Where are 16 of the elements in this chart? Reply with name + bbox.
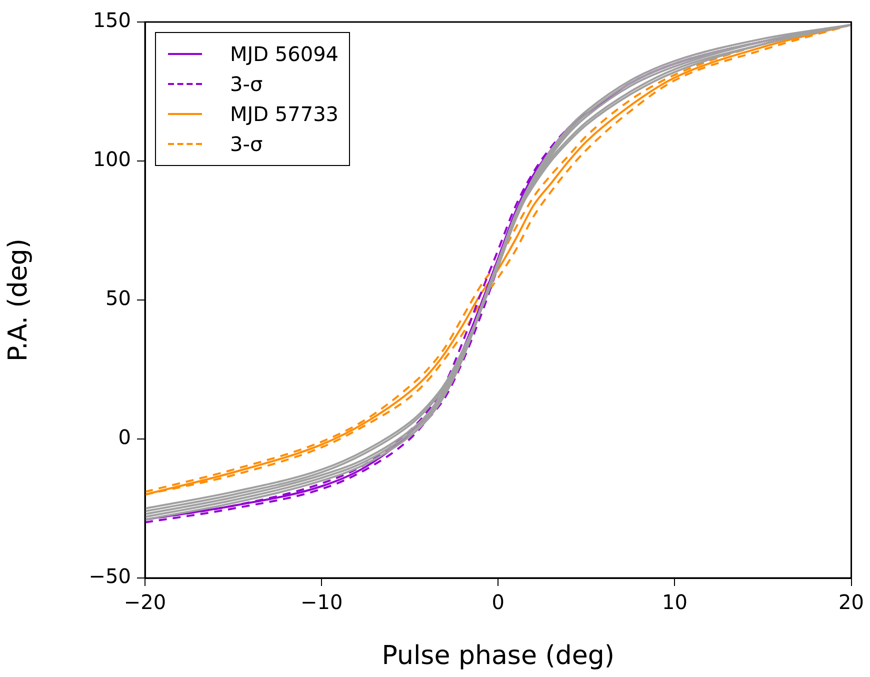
legend-label: 3-σ bbox=[230, 72, 263, 96]
x-axis-title: Pulse phase (deg) bbox=[382, 641, 615, 672]
x-tick-label: −10 bbox=[300, 590, 343, 614]
x-tick-label: 20 bbox=[838, 590, 864, 614]
y-tick-label: 50 bbox=[106, 286, 131, 310]
legend-label: MJD 57733 bbox=[230, 102, 339, 126]
y-tick-label: 0 bbox=[118, 425, 131, 450]
x-tick-label: 10 bbox=[662, 590, 688, 614]
legend-label: 3-σ bbox=[230, 132, 263, 156]
y-tick-label: 150 bbox=[92, 8, 131, 32]
x-tick-label: −20 bbox=[124, 590, 166, 614]
legend-label: MJD 56094 bbox=[230, 42, 339, 66]
y-tick-label: −50 bbox=[88, 564, 131, 588]
x-tick-label: 0 bbox=[492, 590, 505, 614]
y-tick-label: 100 bbox=[92, 147, 131, 172]
y-axis-title: P.A. (deg) bbox=[3, 238, 34, 362]
